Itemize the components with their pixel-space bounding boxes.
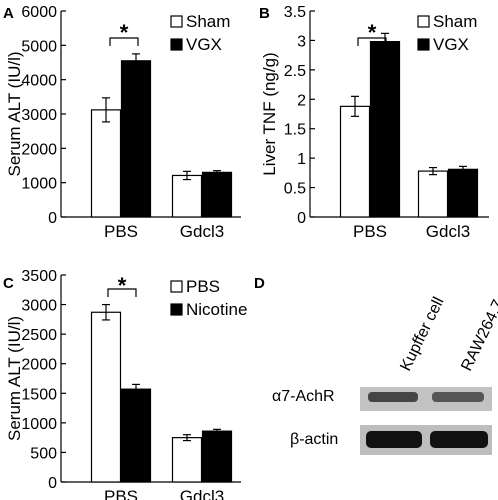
panel-a-chart: A 0 1000 2000 3000 4000 5000 6000 Serum ALT (IU/… [3,4,241,241]
blot-band-b-actin-kupffer [366,431,422,448]
y-tick-label: 1000 [21,176,57,193]
lane-label-kupffer-cell: Kupffer cell [397,295,447,374]
legend-label: Nicotine [186,300,247,319]
y-tick-label: 3 [297,33,306,50]
x-category-label: Gdcl3 [426,222,470,241]
panel-label: A [3,5,14,22]
significance-star: * [368,20,377,45]
bar-series2 [201,430,233,483]
y-tick-label: 0.5 [284,181,306,198]
significance-bracket [107,288,137,297]
y-tick-label: 3.5 [284,4,306,21]
y-tick-label: 2000 [21,357,57,374]
y-tick-label: 0 [297,210,306,227]
y-axis-title: Serum ALT (IU/l) [5,316,24,441]
panel-b-chart: B 0 0.5 1 1.5 2 2.5 3 3.5 Liver TNF (ng/g) PBS Gdcl… [259,4,489,241]
x-category-label: Gdcl3 [180,222,224,241]
bar-series2 [201,171,233,218]
y-tick-label: 2000 [21,141,57,158]
x-category-label: Gdcl3 [180,487,224,500]
y-tick-label: 0 [48,210,57,227]
bar-series2 [120,60,152,218]
bar-series1 [90,311,122,483]
legend-label: VGX [433,35,469,54]
legend-swatch [170,38,183,51]
panel-label: B [259,5,270,22]
blot-band-a7-achr-kupffer [368,392,418,402]
bar-series1 [171,437,203,483]
y-tick-label: 0 [48,475,57,492]
bar-series1 [339,105,371,218]
significance-star: * [118,273,127,298]
panel-d-western-blot: D Kupffer cell RAW264.7 α7-AchR β-actin [254,275,498,455]
bar-series1 [417,170,449,218]
y-tick-label: 5000 [21,38,57,55]
x-category-label: PBS [353,222,387,241]
legend-swatch [170,303,183,316]
legend-label: Sham [433,12,477,31]
significance-bracket [357,37,387,46]
bar-series1 [90,109,122,218]
blot-row-label-a7-achr: α7-AchR [272,388,335,405]
y-tick-label: 1.5 [284,122,306,139]
y-tick-label: 2500 [21,327,57,344]
blot-band-b-actin-raw [430,431,488,448]
y-tick-label: 1 [297,151,306,168]
bar-series2 [120,388,152,483]
x-category-label: PBS [104,222,138,241]
legend-label: VGX [186,35,222,54]
y-tick-label: 3000 [21,107,57,124]
y-axis-title: Liver TNF (ng/g) [260,52,279,175]
y-tick-label: 1500 [21,386,57,403]
legend-swatch [170,15,183,28]
significance-star: * [120,20,129,45]
y-tick-label: 4000 [21,73,57,90]
panel-c-chart: C 0 500 1000 1500 2000 2500 3000 3500 Serum ALT (… [3,268,247,500]
y-tick-label: 3000 [21,298,57,315]
y-tick-label: 6000 [21,4,57,21]
bar-series2 [369,41,401,218]
y-tick-label: 500 [30,445,57,462]
y-tick-label: 2.5 [284,63,306,80]
panel-label: D [254,275,265,292]
legend-swatch [170,280,183,293]
blot-band-a7-achr-raw [432,392,484,402]
panel-label: C [3,275,14,292]
x-category-label: PBS [104,487,138,500]
y-tick-label: 2 [297,92,306,109]
legend-label: Sham [186,12,230,31]
y-tick-label: 3500 [21,268,57,285]
bar-series1 [171,174,203,218]
legend-swatch [417,15,430,28]
y-axis-title: Serum ALT (IU/l) [5,51,24,176]
blot-row-label-b-actin: β-actin [290,431,338,448]
lane-label-raw264-7: RAW264.7 [458,297,498,374]
bar-series2 [447,168,479,218]
significance-bracket [109,37,139,46]
y-tick-label: 1000 [21,416,57,433]
legend-label: PBS [186,277,220,296]
legend-swatch [417,38,430,51]
